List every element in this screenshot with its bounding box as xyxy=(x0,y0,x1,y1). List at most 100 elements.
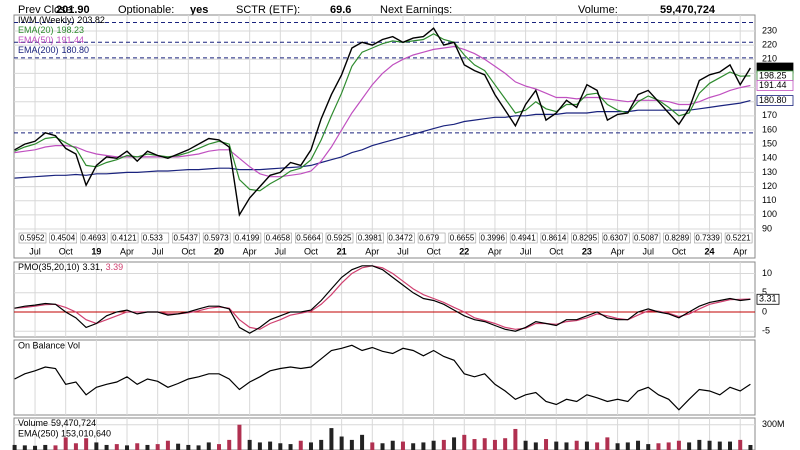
header-label: Optionable: xyxy=(118,4,174,16)
volume-bar xyxy=(544,439,549,450)
volume-bar xyxy=(717,441,722,450)
legend-value: 203.82 xyxy=(77,15,105,25)
dividend-label: 0.5973 xyxy=(204,234,229,243)
x-tick-label: Jul xyxy=(642,246,654,256)
x-tick-label: 20 xyxy=(214,246,224,256)
x-tick-label: Jul xyxy=(275,246,287,256)
volume-bar xyxy=(666,442,671,450)
x-tick-label: Apr xyxy=(243,246,257,256)
y-tick-label: 210 xyxy=(762,54,777,64)
series-line xyxy=(14,344,751,411)
x-tick-label: Oct xyxy=(427,246,442,256)
volume-bar xyxy=(349,439,354,450)
volume-bar xyxy=(155,444,160,450)
end-label: 3.31 xyxy=(759,294,777,304)
dividend-box xyxy=(264,232,292,244)
dividend-box xyxy=(663,232,692,244)
volume-bar xyxy=(268,441,273,450)
end-label-box xyxy=(756,80,794,91)
header-label: Volume: xyxy=(578,4,618,16)
volume-bar xyxy=(513,428,518,450)
dividend-box xyxy=(202,232,231,244)
volume-bar xyxy=(482,438,487,450)
dividend-label: 0.3996 xyxy=(481,234,506,243)
volume-bar xyxy=(73,443,78,450)
volume-bar xyxy=(462,434,467,450)
dividend-box xyxy=(356,232,385,244)
dividend-box xyxy=(294,232,323,244)
legend-value: 198.23 xyxy=(57,25,85,35)
legend-entry: EMA(200) 180.80 xyxy=(18,45,89,55)
header-label: SCTR (ETF): xyxy=(236,4,300,16)
y-tick-label: -5 xyxy=(762,326,770,336)
y-tick-label: 230 xyxy=(762,25,777,35)
dividend-box xyxy=(110,232,139,244)
legend-value: 191.44 xyxy=(57,35,85,45)
header-value: 69.6 xyxy=(330,4,351,16)
end-label-box xyxy=(756,293,780,305)
volume-bar xyxy=(12,444,17,450)
legend-name: PMO(35,20,10) xyxy=(18,262,80,272)
x-tick-label: 22 xyxy=(459,246,469,256)
volume-bar xyxy=(298,440,303,450)
volume-bar xyxy=(329,428,334,450)
dividend-box xyxy=(18,232,47,244)
legend-name: Volume xyxy=(18,418,48,428)
volume-bar xyxy=(43,444,48,450)
volume-bar xyxy=(738,439,743,450)
volume-bar xyxy=(687,442,692,450)
volume-bar xyxy=(452,437,457,450)
x-tick-label: 23 xyxy=(582,246,592,256)
volume-bar xyxy=(63,437,68,450)
header-value: 201.90 xyxy=(56,4,90,16)
volume-bar xyxy=(615,443,620,450)
volume-bar xyxy=(707,440,712,450)
volume-bar xyxy=(308,442,313,450)
dividend-box xyxy=(49,232,78,244)
dividend-label: 0.5437 xyxy=(174,234,199,243)
y-tick-label: 90 xyxy=(762,223,772,233)
legend-name: EMA(200) xyxy=(18,45,59,55)
dividend-label: 0.6307 xyxy=(603,234,628,243)
x-tick-label: Apr xyxy=(611,246,625,256)
dividend-box xyxy=(141,232,170,244)
x-tick-label: Oct xyxy=(59,246,74,256)
y-tick-label: 140 xyxy=(762,153,777,163)
volume-bar xyxy=(390,440,395,450)
volume-bar xyxy=(554,441,559,450)
x-tick-label: Apr xyxy=(120,246,134,256)
dividend-label: 0.8295 xyxy=(573,234,598,243)
header-label: Prev Close: xyxy=(18,4,75,16)
volume-bar xyxy=(656,443,661,450)
volume-bar xyxy=(595,442,600,450)
volume-bar xyxy=(441,439,446,450)
volume-bar xyxy=(22,445,27,450)
dividend-box xyxy=(571,232,599,244)
volume-bar xyxy=(125,445,130,450)
legend-value: 3.31, xyxy=(83,262,103,272)
volume-bar xyxy=(697,439,702,450)
dividend-label: 0.4199 xyxy=(235,234,260,243)
volume-bar xyxy=(165,440,170,450)
dividend-box xyxy=(632,232,661,244)
x-tick-label: Apr xyxy=(733,246,747,256)
x-tick-label: Jul xyxy=(397,246,409,256)
volume-bar xyxy=(472,439,477,450)
header-value: yes xyxy=(190,4,208,16)
volume-bar xyxy=(564,442,569,450)
volume-bar xyxy=(135,443,140,450)
legend-entry: IWM (Weekly) 203.82 xyxy=(18,15,105,25)
series-line xyxy=(14,265,751,334)
legend-value: 180.80 xyxy=(62,45,90,55)
legend-value: 59,470,724 xyxy=(51,418,96,428)
volume-bar xyxy=(94,442,99,450)
header-label: Next Earnings: xyxy=(380,4,452,16)
x-tick-label: Oct xyxy=(181,246,196,256)
dividend-box xyxy=(479,232,507,244)
dividend-box xyxy=(233,232,262,244)
x-tick-label: Apr xyxy=(365,246,379,256)
volume-bar xyxy=(421,442,426,450)
x-tick-label: Jul xyxy=(29,246,41,256)
volume-bar xyxy=(288,444,293,450)
